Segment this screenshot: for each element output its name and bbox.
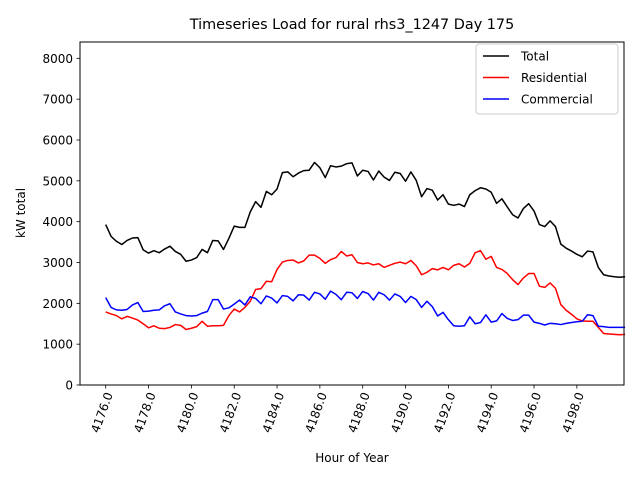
legend-label-total: Total xyxy=(520,50,549,64)
y-tick-label: 0 xyxy=(65,379,73,393)
y-tick-label: 3000 xyxy=(42,256,73,270)
legend-label-commercial: Commercial xyxy=(521,93,593,107)
legend-label-residential: Residential xyxy=(521,71,587,85)
series-line-total xyxy=(105,161,626,278)
y-tick-label: 2000 xyxy=(42,297,73,311)
legend: Total Residential Commercial xyxy=(475,43,619,115)
y-tick-label: 8000 xyxy=(42,52,73,66)
series-line-commercial xyxy=(105,290,626,329)
plot-frame xyxy=(79,41,625,386)
y-tick-label: 6000 xyxy=(42,134,73,148)
legend-box xyxy=(475,43,619,115)
y-axis: 0 1000 2000 3000 4000 5000 6000 7000 8000 xyxy=(42,52,80,393)
y-tick-label: 7000 xyxy=(42,93,73,107)
y-tick-label: 4000 xyxy=(42,215,73,229)
chart-title: Timeseries Load for rural rhs3_1247 Day … xyxy=(189,17,515,33)
x-axis-label: Hour of Year xyxy=(315,451,389,465)
y-tick-label: 5000 xyxy=(42,174,73,188)
series-line-residential xyxy=(105,249,626,336)
y-tick-label: 1000 xyxy=(42,338,73,352)
y-axis-label: kW total xyxy=(14,188,28,238)
